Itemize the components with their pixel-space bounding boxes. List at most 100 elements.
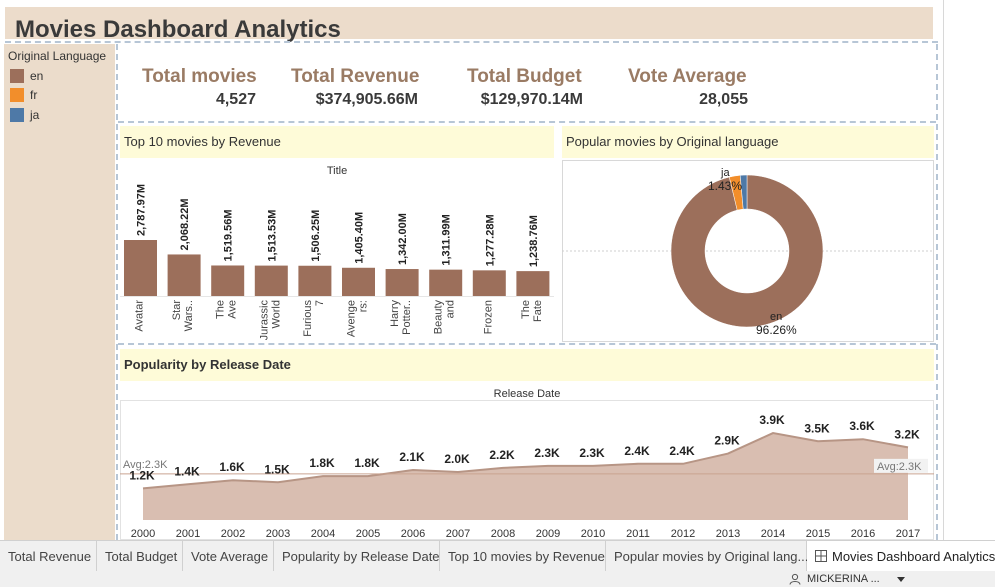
popularity-area-chart[interactable]: Avg:2.3K Avg:2.3K1.2K20001.4K20011.6K2002… bbox=[120, 400, 934, 540]
kpi-vote-average-label: Vote Average bbox=[628, 66, 747, 87]
year-tick-label: 2009 bbox=[536, 528, 560, 540]
popularity-axis-title: Release Date bbox=[493, 388, 561, 400]
user-menu[interactable]: MICKERINA ... bbox=[787, 572, 911, 587]
tab-total-budget[interactable]: Total Budget bbox=[97, 541, 183, 572]
area-value-label: 2.2K bbox=[489, 448, 515, 462]
popularity-panel-title: Popularity by Release Date bbox=[124, 357, 291, 372]
year-tick-label: 2001 bbox=[176, 528, 200, 540]
popularity-panel-header: Popularity by Release Date bbox=[120, 349, 934, 381]
bar-category-label: Frozen bbox=[482, 300, 494, 334]
caret-down-icon[interactable] bbox=[897, 577, 905, 583]
donut-panel-header: Popular movies by Original language bbox=[562, 126, 934, 158]
bar-category-label: Avenge bbox=[346, 300, 358, 337]
legend-swatch bbox=[10, 108, 24, 122]
container-divider bbox=[936, 44, 938, 540]
kpi-total-budget-label: Total Budget bbox=[467, 66, 582, 87]
dashboard-grid-icon bbox=[815, 550, 827, 562]
area-value-label: 1.6K bbox=[219, 460, 245, 474]
area-value-label: 2.4K bbox=[669, 444, 695, 458]
bar-value-label: 2,787.97M bbox=[136, 184, 148, 236]
year-tick-label: 2011 bbox=[626, 528, 650, 540]
legend-swatch bbox=[10, 88, 24, 102]
year-tick-label: 2010 bbox=[581, 528, 605, 540]
bar-value-label: 1,342.00M bbox=[397, 213, 409, 265]
kpi-total-revenue-value: $374,905.66M bbox=[315, 91, 418, 108]
donut-label-en-name: en bbox=[770, 311, 782, 323]
tab-movies-dashboard-analytics[interactable]: Movies Dashboard Analytics bbox=[807, 541, 995, 572]
year-tick-label: 2008 bbox=[491, 528, 515, 540]
bar-value-label: 1,513.53M bbox=[266, 210, 278, 262]
bar-category-label: Potter.. bbox=[401, 300, 413, 335]
area-value-label: 1.8K bbox=[354, 456, 380, 470]
area-value-label: 2.1K bbox=[399, 450, 425, 464]
kpi-vote-average-value: 28,055 bbox=[699, 91, 748, 108]
tab-label: Movies Dashboard Analytics bbox=[832, 549, 995, 564]
kpi-total-movies-value: 4,527 bbox=[215, 91, 256, 108]
bar-category-label: Ave bbox=[227, 300, 239, 319]
container-divider bbox=[118, 343, 936, 345]
area-value-label: 2.3K bbox=[579, 446, 605, 460]
area-value-label: 2.0K bbox=[444, 452, 470, 466]
revenue-bar bbox=[342, 267, 375, 296]
revenue-bar bbox=[516, 271, 550, 296]
legend-title: Original Language bbox=[8, 49, 107, 63]
donut-label-en-value: 96.26% bbox=[756, 323, 797, 337]
bar-category-label: Jurassic bbox=[258, 300, 270, 340]
tab-vote-average[interactable]: Vote Average bbox=[183, 541, 274, 572]
area-value-label: 1.2K bbox=[129, 468, 155, 482]
area-value-label: 1.4K bbox=[174, 464, 200, 478]
top10-axis-title: Title bbox=[326, 165, 348, 177]
legend-label: fr bbox=[30, 88, 38, 102]
popularity-area bbox=[143, 433, 908, 520]
bar-category-label: The bbox=[215, 300, 227, 319]
bar-value-label: 1,277.28M bbox=[484, 214, 496, 266]
year-tick-label: 2006 bbox=[401, 528, 425, 540]
kpi-total-revenue-label: Total Revenue bbox=[291, 66, 420, 87]
status-bar bbox=[0, 571, 995, 587]
tab-top10-movies-by-revenue[interactable]: Top 10 movies by Revenue bbox=[440, 541, 606, 572]
donut-slice-en bbox=[670, 174, 824, 328]
dashboard-title: Movies Dashboard Analytics bbox=[15, 16, 341, 43]
revenue-bar bbox=[385, 269, 419, 296]
area-value-label: 2.4K bbox=[624, 444, 650, 458]
area-value-label: 1.8K bbox=[309, 456, 335, 470]
bar-category-label: 7 bbox=[314, 300, 326, 306]
year-tick-label: 2014 bbox=[761, 528, 785, 540]
revenue-bar bbox=[298, 265, 332, 296]
user-icon bbox=[789, 573, 801, 585]
bar-category-label: Beauty bbox=[433, 300, 445, 335]
year-tick-label: 2002 bbox=[221, 528, 245, 540]
donut-panel-title: Popular movies by Original language bbox=[566, 134, 779, 149]
revenue-bar bbox=[254, 265, 288, 296]
donut-label-ja-name: ja bbox=[720, 167, 730, 179]
bar-category-label: Star bbox=[171, 300, 183, 321]
top10-bar-chart[interactable]: 2,787.97M Avatar 2,068.22M Star Wars.. 1,519.… bbox=[120, 178, 554, 340]
average-label-left: Avg:2.3K bbox=[123, 459, 168, 471]
user-name: MICKERINA ... bbox=[807, 573, 880, 585]
bar-category-label: Furious bbox=[302, 300, 314, 337]
bar-value-label: 2,068.22M bbox=[179, 198, 191, 250]
bar-value-label: 1,405.40M bbox=[354, 212, 366, 264]
area-value-label: 2.3K bbox=[534, 446, 560, 460]
bar-value-label: 1,506.25M bbox=[310, 210, 322, 262]
container-divider bbox=[5, 41, 938, 43]
area-value-label: 1.5K bbox=[264, 462, 290, 476]
tab-popularity-by-release-date[interactable]: Popularity by Release Date bbox=[274, 541, 440, 572]
year-tick-label: 2007 bbox=[446, 528, 470, 540]
bar-category-label: The bbox=[520, 300, 532, 319]
revenue-bar bbox=[211, 265, 245, 296]
tab-popular-movies-by-language[interactable]: Popular movies by Original lang... bbox=[606, 541, 808, 572]
bar-value-label: 1,311.99M bbox=[441, 214, 453, 265]
top10-panel-header: Top 10 movies by Revenue bbox=[120, 126, 554, 158]
bar-category-label: Harry bbox=[389, 300, 401, 327]
bar-category-label: and bbox=[445, 300, 457, 318]
revenue-bar bbox=[429, 269, 463, 296]
bar-value-label: 1,238.76M bbox=[528, 215, 540, 267]
tab-total-revenue[interactable]: Total Revenue bbox=[0, 541, 97, 572]
bar-category-label: Avatar bbox=[134, 300, 146, 332]
revenue-bar bbox=[124, 240, 157, 296]
dashboard-title-bar: Movies Dashboard Analytics bbox=[5, 7, 933, 43]
right-scroll-area[interactable] bbox=[943, 0, 995, 540]
